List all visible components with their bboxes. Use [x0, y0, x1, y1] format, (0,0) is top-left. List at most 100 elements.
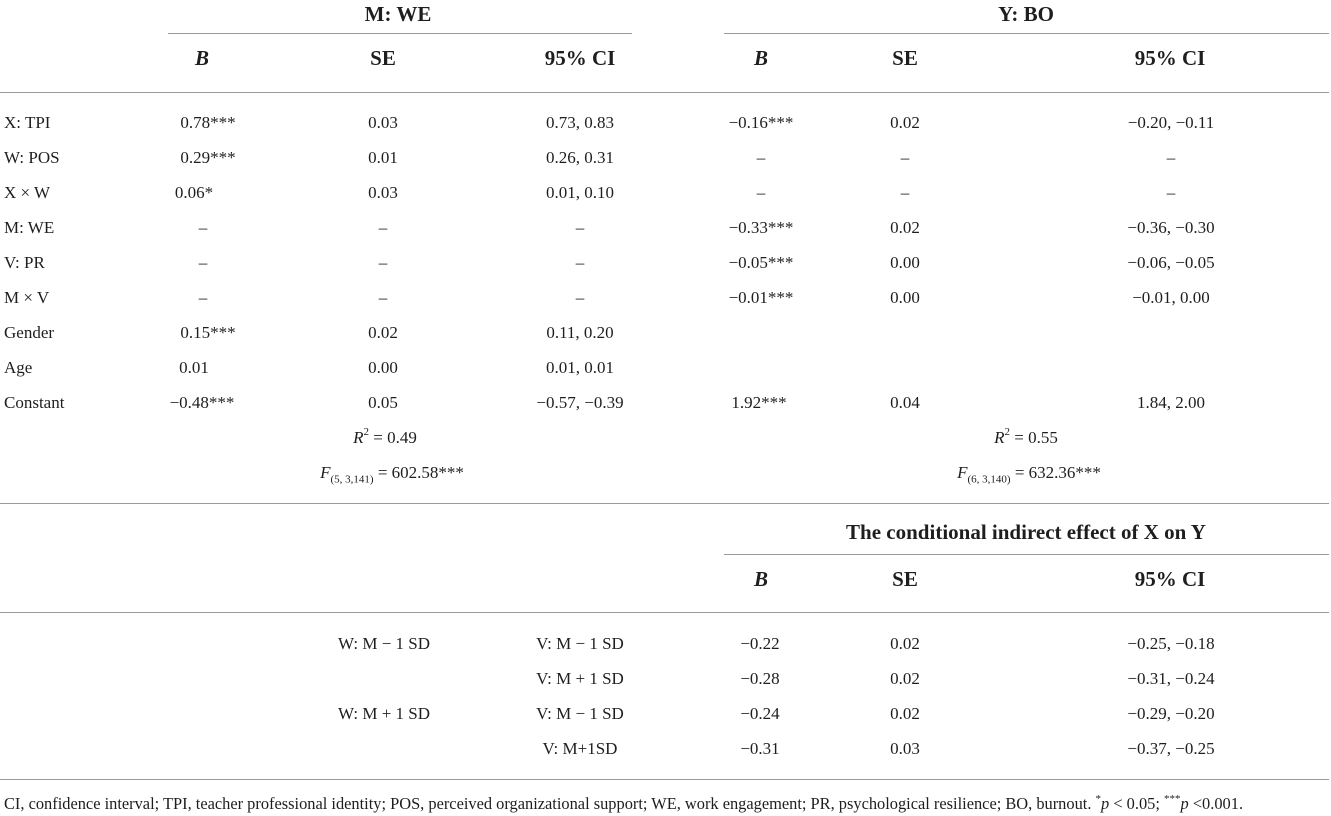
col-header-m-ci: 95% CI — [544, 46, 616, 70]
m-r-squared: R2 = 0.49 — [353, 426, 417, 448]
y-f-statistic: F(6, 3,140) = 632.36*** — [957, 463, 1101, 486]
top-rule-m — [168, 33, 632, 34]
row-label: M × V — [4, 288, 50, 307]
top-rule-y — [724, 33, 1329, 34]
conditional-header: The conditional indirect effect of X on … — [846, 520, 1206, 544]
col-header-y-ci: 95% CI — [1134, 46, 1206, 70]
cond-se: 0.03 — [890, 739, 920, 758]
row-label: M: WE — [4, 218, 55, 237]
cell-m-ci: 0.26, 0.31 — [546, 148, 614, 167]
cell-m-se: 0.02 — [368, 323, 398, 342]
cond-v-level: V: M + 1 SD — [536, 669, 624, 688]
sig-threshold-2: <0.001. — [1188, 794, 1244, 813]
cell-m-ci: 0.73, 0.83 — [546, 113, 614, 132]
cell-y-b: −0.05*** — [728, 253, 794, 272]
cell-y-ci: −0.01, 0.00 — [1132, 288, 1210, 307]
footnote-text: CI, confidence interval; TPI, teacher pr… — [4, 794, 1096, 813]
col-header-m-b: B — [194, 46, 210, 70]
cond-ci: −0.37, −0.25 — [1127, 739, 1215, 758]
cell-y-se: 0.02 — [890, 218, 920, 237]
cond-ci: −0.29, −0.20 — [1127, 704, 1215, 723]
cond-v-level: V: M − 1 SD — [536, 634, 624, 653]
cell-m-ci: – — [575, 218, 585, 237]
cell-y-b: −0.33*** — [728, 218, 794, 237]
f-subscript: (6, 3,140) — [967, 473, 1011, 486]
cond-b: −0.24 — [740, 704, 780, 723]
cell-m-b: 0.01 — [179, 358, 209, 377]
cond-header-rule — [0, 612, 1329, 613]
f-value: = 632.36*** — [1010, 463, 1101, 482]
cell-m-b: 0.15*** — [180, 323, 236, 342]
cond-b: −0.28 — [740, 669, 780, 688]
cell-y-ci: – — [1166, 148, 1176, 167]
cell-y-ci: −0.36, −0.30 — [1127, 218, 1215, 237]
row-label: W: POS — [4, 148, 60, 167]
sig-mark-2: *** — [1164, 792, 1181, 805]
header-rule — [0, 92, 1329, 93]
sig-mark-1: * — [1095, 792, 1102, 805]
cell-m-se: 0.03 — [368, 113, 398, 132]
cond-col-header-ci: 95% CI — [1134, 567, 1206, 591]
bottom-rule — [0, 779, 1329, 780]
cond-col-header-se: SE — [892, 567, 918, 591]
cell-y-ci: −0.06, −0.05 — [1127, 253, 1215, 272]
f-symbol: F — [957, 463, 968, 482]
cell-m-se: – — [378, 218, 388, 237]
cond-rule — [724, 554, 1329, 555]
r-exponent: 2 — [1004, 426, 1011, 439]
cell-y-ci: 1.84, 2.00 — [1137, 393, 1205, 412]
cond-v-level: V: M − 1 SD — [536, 704, 624, 723]
group-header-m-we: M: WE — [364, 2, 432, 26]
cond-w-level: W: M + 1 SD — [337, 704, 431, 723]
f-symbol: F — [320, 463, 331, 482]
cell-y-se: – — [900, 148, 910, 167]
cond-b: −0.31 — [740, 739, 780, 758]
r-symbol: R — [353, 428, 364, 447]
cell-m-b: – — [198, 253, 208, 272]
cond-col-header-b: B — [753, 567, 769, 591]
cond-ci: −0.25, −0.18 — [1127, 634, 1215, 653]
r-value: = 0.55 — [1010, 428, 1058, 447]
cond-w-level: W: M − 1 SD — [337, 634, 431, 653]
col-header-y-b: B — [753, 46, 769, 70]
col-header-m-se: SE — [370, 46, 396, 70]
row-label: Constant — [4, 393, 65, 412]
cell-m-b: – — [198, 288, 208, 307]
cell-m-ci: 0.01, 0.10 — [546, 183, 614, 202]
cell-y-se: 0.00 — [890, 288, 920, 307]
row-label: Age — [4, 358, 33, 377]
cell-m-se: 0.03 — [368, 183, 398, 202]
cell-y-se: – — [900, 183, 910, 202]
col-header-y-se: SE — [892, 46, 918, 70]
m-f-statistic: F(5, 3,141) = 602.58*** — [320, 463, 464, 485]
cell-m-se: 0.00 — [368, 358, 398, 377]
f-value: = 602.58*** — [373, 463, 464, 482]
cell-y-ci: −0.20, −0.11 — [1127, 113, 1215, 132]
cell-y-b: −0.01*** — [728, 288, 794, 307]
y-r-squared: R2 = 0.55 — [994, 426, 1058, 448]
cell-m-se: – — [378, 288, 388, 307]
cell-m-se: 0.01 — [368, 148, 398, 167]
cell-m-ci: – — [575, 288, 585, 307]
cond-se: 0.02 — [890, 669, 920, 688]
cell-m-b: 0.78*** — [180, 113, 236, 132]
cell-m-ci: – — [575, 253, 585, 272]
cell-y-b: – — [756, 148, 766, 167]
cond-b: −0.22 — [740, 634, 780, 653]
cond-ci: −0.31, −0.24 — [1127, 669, 1215, 688]
cell-m-ci: 0.01, 0.01 — [546, 358, 614, 377]
cell-y-ci: – — [1166, 183, 1176, 202]
cell-m-ci: −0.57, −0.39 — [536, 393, 624, 412]
cell-y-se: 0.00 — [890, 253, 920, 272]
sig-threshold-1: < 0.05; — [1109, 794, 1165, 813]
cell-m-se: – — [378, 253, 388, 272]
r-exponent: 2 — [363, 426, 370, 439]
cond-se: 0.02 — [890, 704, 920, 723]
r-symbol: R — [994, 428, 1005, 447]
cell-m-ci: 0.11, 0.20 — [546, 323, 614, 342]
cell-y-b: −0.16*** — [728, 113, 794, 132]
row-label: Gender — [4, 323, 55, 342]
group-header-y-bo: Y: BO — [998, 2, 1054, 26]
footnote: CI, confidence interval; TPI, teacher pr… — [4, 792, 1244, 814]
cell-y-se: 0.02 — [890, 113, 920, 132]
